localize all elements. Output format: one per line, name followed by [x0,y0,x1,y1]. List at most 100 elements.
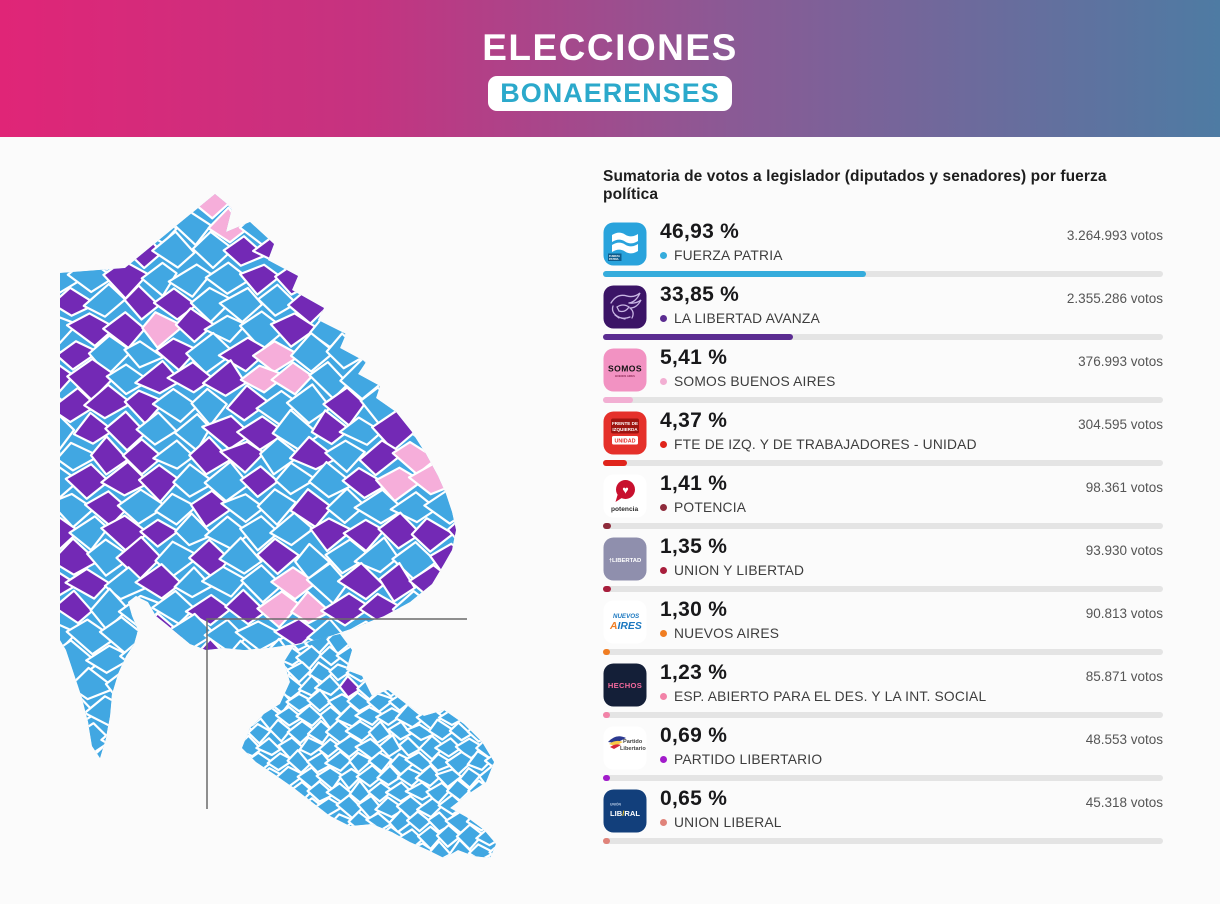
party-votes: 3.264.993 votos [1066,228,1163,243]
party-color-bullet-icon [660,819,667,826]
party-percentage: 0,69 % [660,724,728,747]
party-vote-bar-track [603,334,1163,340]
party-row[interactable]: 33,85 % LA LIBERTAD AVANZA 2.355.286 votos [603,282,1163,345]
party-color-bullet-icon [660,441,667,448]
svg-text:♥: ♥ [622,484,628,496]
party-name-line: SOMOS BUENOS AIRES [660,374,1163,389]
results-title: Sumatoria de votos a legislador (diputad… [603,168,1107,203]
party-vote-bar-fill [603,523,611,529]
party-row[interactable]: ♥ potencia 1,41 % POTENCIA 98.361 votos [603,471,1163,534]
party-percentage: 1,23 % [660,661,728,684]
party-name: SOMOS BUENOS AIRES [674,374,836,389]
party-info: 4,37 % FTE DE IZQ. Y DE TRABAJADORES - UN… [660,408,1163,452]
party-row[interactable]: FRENTE DE IZQUIERDA UNIDAD 4,37 % FTE DE IZQ… [603,408,1163,471]
party-vote-bar-fill [603,649,611,655]
party-percentage: 1,41 % [660,472,728,495]
party-info: 1,30 % NUEVOS AIRES [660,597,1163,641]
party-name: NUEVOS AIRES [674,626,780,641]
party-info: 0,65 % UNION LIBERAL [660,786,1163,830]
party-vote-bar-fill [603,712,610,718]
party-percentage: 0,65 % [660,787,728,810]
party-votes: 93.930 votos [1085,543,1163,558]
party-vote-bar-fill [603,460,628,466]
party-vote-bar-track [603,838,1163,844]
party-percentage: 46,93 % [660,220,740,243]
party-name-line: NUEVOS AIRES [660,626,1163,641]
party-name: POTENCIA [674,500,747,515]
results-list: FUERZA PATRIA 46,93 % FUERZA PATRIA 3.264.99… [603,219,1163,849]
party-votes: 304.595 votos [1078,417,1163,432]
party-name: PARTIDO LIBERTARIO [674,752,823,767]
party-name-line: FTE DE IZQ. Y DE TRABAJADORES - UNIDAD [660,437,1163,452]
metro-area-inset [200,612,535,892]
party-votes: 376.993 votos [1078,354,1163,369]
party-row[interactable]: SOMOS BUENOS AIRES 5,41 % SOMOS BUENOS AIRE… [603,345,1163,408]
province-choropleth-map[interactable] [40,150,585,775]
svg-text:BUENOS AIRES: BUENOS AIRES [615,374,635,378]
party-color-bullet-icon [660,378,667,385]
party-name: LA LIBERTAD AVANZA [674,311,820,326]
party-votes: 45.318 votos [1085,795,1163,810]
svg-text:UNIÓN: UNIÓN [610,802,621,807]
party-name-line: UNION Y LIBERTAD [660,563,1163,578]
party-color-bullet-icon [660,315,667,322]
party-vote-bar-track [603,397,1163,403]
party-name: FTE DE IZQ. Y DE TRABAJADORES - UNIDAD [674,437,977,452]
la-libertad-avanza-logo-icon [603,285,647,329]
svg-text:SOMOS: SOMOS [608,364,642,374]
nuevos-aires-logo-icon: NUEVOS AIRES [603,600,647,644]
party-color-bullet-icon [660,693,667,700]
party-row[interactable]: FUERZA PATRIA 46,93 % FUERZA PATRIA 3.264.99… [603,219,1163,282]
party-percentage: 5,41 % [660,346,728,369]
party-vote-bar-track [603,271,1163,277]
party-votes: 98.361 votos [1085,480,1163,495]
party-percentage: 1,30 % [660,598,728,621]
party-color-bullet-icon [660,630,667,637]
party-row[interactable]: Partido Libertario 0,69 % PARTIDO LIBERTARI… [603,723,1163,786]
party-percentage: 1,35 % [660,535,728,558]
svg-text:FRENTE DE: FRENTE DE [612,421,638,426]
party-vote-bar-fill [603,397,634,403]
party-vote-bar-track [603,523,1163,529]
party-vote-bar-track [603,460,1163,466]
district-cells[interactable] [200,612,535,892]
party-percentage: 4,37 % [660,409,728,432]
svg-text:†LIBERTAD: †LIBERTAD [609,558,642,564]
results-panel: Sumatoria de votos a legislador (diputad… [603,168,1163,849]
party-vote-bar-track [603,586,1163,592]
hechos-logo-icon: HECHOS [603,663,647,707]
fit-unidad-logo-icon: FRENTE DE IZQUIERDA UNIDAD [603,411,647,455]
party-row[interactable]: NUEVOS AIRES 1,30 % NUEVOS AIRES 90.813 voto… [603,597,1163,660]
party-vote-bar-fill [603,775,610,781]
party-percentage: 33,85 % [660,283,740,306]
party-color-bullet-icon [660,504,667,511]
party-name-line: LA LIBERTAD AVANZA [660,311,1163,326]
page-subtitle-badge: BONAERENSES [488,75,732,111]
party-row[interactable]: †LIBERTAD 1,35 % UNION Y LIBERTAD 93.930 vo… [603,534,1163,597]
party-name: UNION Y LIBERTAD [674,563,805,578]
party-name-line: PARTIDO LIBERTARIO [660,752,1163,767]
party-vote-bar-fill [603,334,793,340]
party-name: FUERZA PATRIA [674,248,783,263]
svg-text:HECHOS: HECHOS [608,681,642,690]
inset-frame-border [206,618,467,809]
party-name: UNION LIBERAL [674,815,782,830]
party-name-line: FUERZA PATRIA [660,248,1163,263]
party-votes: 48.553 votos [1085,732,1163,747]
party-votes: 2.355.286 votos [1066,291,1163,306]
metro-inset-choropleth-map[interactable] [200,612,535,892]
svg-text:LIB/RAL: LIB/RAL [610,809,640,818]
party-row[interactable]: UNIÓN LIB/RAL 0,65 % UNION LIBERAL 45.318 vo… [603,786,1163,849]
svg-text:PATRIA: PATRIA [609,257,619,261]
party-row[interactable]: HECHOS 1,23 % ESP. ABIERTO PARA EL DES. Y … [603,660,1163,723]
party-info: 1,23 % ESP. ABIERTO PARA EL DES. Y LA INT… [660,660,1163,704]
svg-text:IZQUIERDA: IZQUIERDA [612,427,638,432]
province-results-map [40,150,585,900]
party-vote-bar-track [603,712,1163,718]
party-votes: 90.813 votos [1085,606,1163,621]
svg-text:UNIDAD: UNIDAD [615,438,636,444]
party-vote-bar-fill [603,586,611,592]
party-info: 5,41 % SOMOS BUENOS AIRES [660,345,1163,389]
svg-text:potencia: potencia [611,506,638,513]
party-info: 33,85 % LA LIBERTAD AVANZA [660,282,1163,326]
